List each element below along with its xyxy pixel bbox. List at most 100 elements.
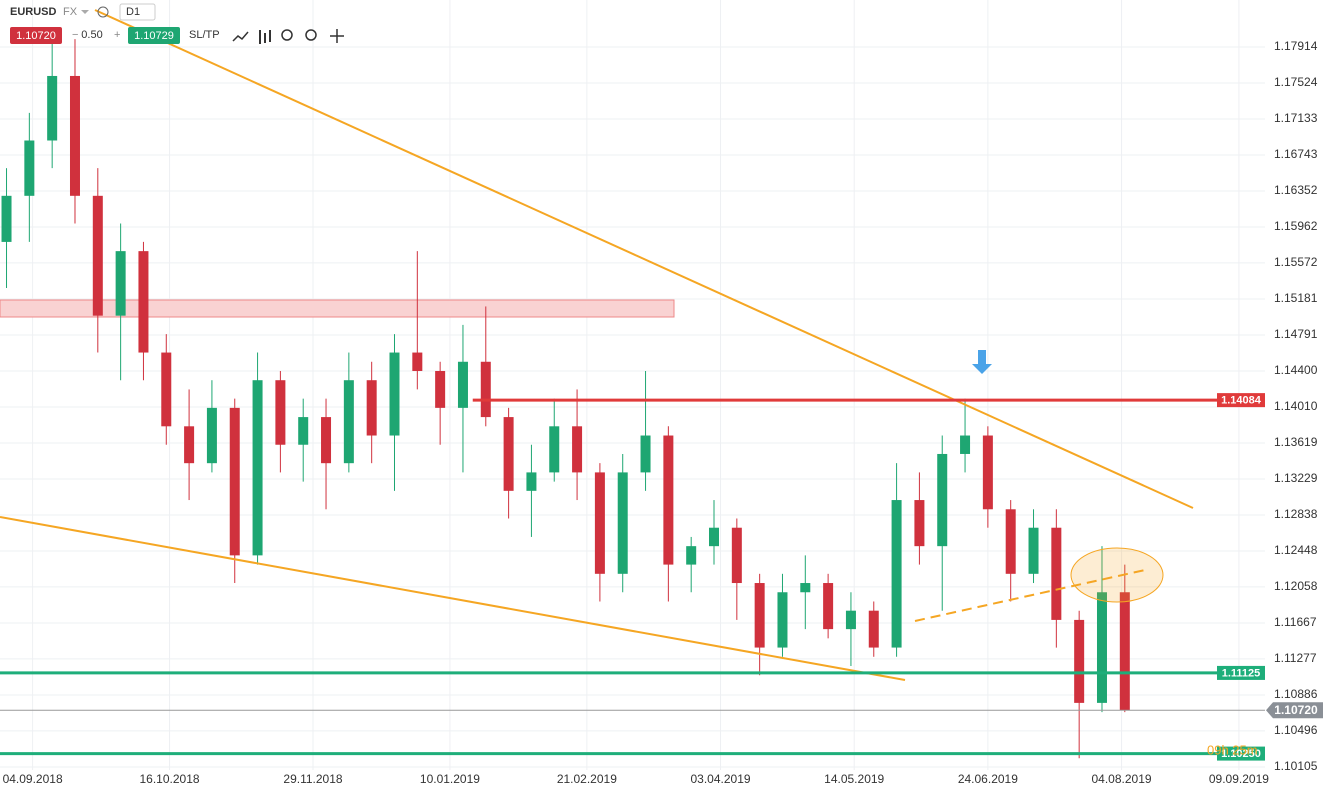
info-icon[interactable]	[97, 6, 109, 18]
level-label: 1.10250	[1221, 748, 1261, 760]
y-tick-label: 1.17133	[1274, 111, 1318, 125]
line-icon[interactable]	[232, 31, 249, 42]
zoom-out[interactable]	[281, 29, 293, 41]
candle-body	[115, 251, 126, 316]
candle-body	[1, 195, 12, 242]
candle-body	[138, 251, 149, 353]
candle-body	[47, 75, 58, 141]
y-tick-label: 1.14400	[1274, 363, 1318, 377]
bid[interactable]: 1.10720	[16, 30, 56, 42]
candle-body	[777, 592, 788, 648]
levels: 1.14084 1.11125 1.10250 1.10720 09h 25m	[0, 393, 1323, 761]
candle-body	[800, 583, 811, 593]
y-tick-label: 1.12838	[1274, 507, 1318, 521]
current-price-label: 1.10720	[1274, 703, 1318, 717]
candle-body	[184, 426, 195, 464]
candle-body	[24, 140, 35, 196]
candle-body	[92, 195, 103, 316]
candle-body	[298, 417, 309, 445]
minus[interactable]: −	[72, 29, 78, 41]
timeframe[interactable]: D1	[126, 6, 140, 18]
symbol[interactable]: EURUSD	[10, 6, 57, 18]
y-tick-label: 1.12058	[1274, 579, 1318, 593]
market: FX	[63, 6, 78, 18]
candle-body	[868, 610, 879, 648]
y-tick-label: 1.13229	[1274, 471, 1318, 485]
x-tick-label: 24.06.2019	[958, 772, 1018, 786]
level-label-box	[1217, 746, 1265, 761]
plus[interactable]: +	[114, 29, 120, 41]
candle-body	[594, 472, 605, 574]
y-tick-label: 1.10105	[1274, 759, 1318, 773]
candle-body	[937, 453, 948, 547]
candle-body	[252, 380, 263, 556]
y-tick-label: 1.13619	[1274, 435, 1318, 449]
y-tick-label: 1.10886	[1274, 687, 1318, 701]
candle-body	[1028, 527, 1039, 574]
arrow	[972, 350, 992, 374]
level-label-box	[1217, 665, 1265, 680]
candle-body	[845, 610, 856, 630]
candle-body	[1119, 592, 1130, 711]
trendline	[94, 9, 1194, 509]
candle-body	[663, 435, 674, 565]
candle-icon[interactable]	[259, 30, 271, 44]
trendline	[0, 516, 906, 681]
candle-body	[503, 417, 514, 491]
ask[interactable]: 1.10729	[134, 30, 174, 42]
x-tick-label: 16.10.2018	[140, 772, 200, 786]
move-icon[interactable]	[330, 29, 344, 43]
y-tick-label: 1.17914	[1274, 39, 1318, 53]
y-tick-label: 1.16743	[1274, 147, 1318, 161]
zoom-in[interactable]	[305, 29, 317, 41]
candle-body	[1096, 592, 1107, 703]
trendline	[914, 569, 1146, 622]
sell-button[interactable]	[10, 27, 62, 44]
y-tick-label: 1.17524	[1274, 75, 1318, 89]
candle-body	[617, 472, 628, 574]
sltp[interactable]: SL/TP	[189, 29, 220, 41]
candle-body	[343, 380, 354, 464]
x-tick-label: 10.01.2019	[420, 772, 480, 786]
candle-body	[914, 500, 925, 547]
candle-body	[275, 380, 286, 445]
x-tick-label: 14.05.2019	[824, 772, 884, 786]
lot[interactable]: 0.50	[81, 29, 102, 41]
axes: 1.17914 1.17524 1.17133 1.16743 1.16352 1.159…	[3, 39, 1318, 786]
dropdown[interactable]	[81, 10, 89, 14]
candle-body	[549, 426, 560, 473]
y-tick-label: 1.15181	[1274, 291, 1318, 305]
y-tick-label: 1.10496	[1274, 723, 1318, 737]
candle-body	[412, 352, 423, 371]
x-tick-label: 04.08.2019	[1092, 772, 1152, 786]
level-label-box	[1217, 393, 1265, 408]
candle-body	[1051, 527, 1062, 620]
candles	[1, 29, 1130, 759]
candle-body	[754, 583, 765, 648]
level-label: 1.11125	[1222, 667, 1261, 679]
timer: 09h 25m	[1207, 742, 1258, 757]
y-tick-label: 1.14010	[1274, 399, 1318, 413]
candle-body	[960, 435, 971, 454]
candle-body	[69, 75, 80, 196]
y-tick-label: 1.14791	[1274, 327, 1318, 341]
candle-body	[731, 527, 742, 584]
y-tick-label: 1.15572	[1274, 255, 1318, 269]
candle-body	[206, 407, 217, 464]
x-tick-label: 29.11.2018	[283, 772, 342, 786]
y-tick-label: 1.16352	[1274, 183, 1318, 197]
candle-body	[1074, 619, 1085, 703]
candle-body	[572, 426, 583, 473]
y-tick-label: 1.12448	[1274, 543, 1318, 557]
timeframe-box[interactable]	[119, 3, 156, 21]
x-tick-label: 03.04.2019	[690, 772, 750, 786]
candle-body	[640, 435, 651, 473]
x-tick-label: 09.09.2019	[1209, 772, 1269, 786]
candle-body	[457, 361, 468, 408]
candle-body	[823, 583, 834, 630]
x-tick-label: 21.02.2019	[557, 772, 617, 786]
grid	[0, 0, 1265, 770]
candle-body	[161, 352, 172, 427]
buy-button[interactable]	[128, 27, 180, 44]
